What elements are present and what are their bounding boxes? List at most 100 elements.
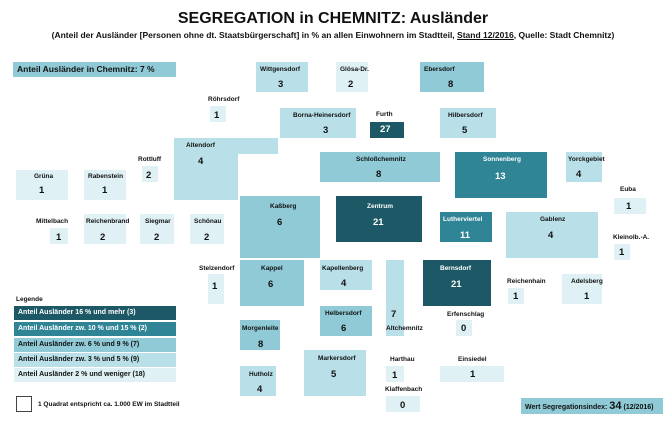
district-value-roehrsdorf: 1: [214, 110, 220, 121]
district-label-altchemnitz: Altchemnitz: [386, 325, 423, 332]
district-value-bernsdorf: 21: [451, 279, 462, 290]
district-label-einsiedel: Einsiedel: [458, 356, 487, 363]
district-roehrsdorf: [210, 106, 226, 122]
district-value-furth: 27: [380, 124, 391, 135]
district-wittgensdorf: [256, 62, 308, 92]
district-value-sonnenberg: 13: [495, 171, 506, 182]
legend-class-5: Anteil Ausländer 2 % und weniger (18): [14, 368, 176, 382]
district-reichenhain: [508, 288, 524, 304]
district-label-hutholz: Hutholz: [249, 371, 273, 378]
district-label-wittgensdorf: Wittgensdorf: [260, 66, 301, 73]
district-label-markersdorf: Markersdorf: [318, 355, 356, 362]
district-erfenschlag: [456, 320, 472, 336]
subtitle-part2: , Quelle: Stadt Chemnitz): [513, 30, 615, 40]
scale-note: 1 Quadrat entspricht ca. 1.000 EW im Sta…: [38, 401, 180, 408]
district-value-kapellenberg: 4: [341, 278, 347, 289]
page-title: SEGREGATION in CHEMNITZ: Ausländer: [177, 10, 489, 27]
district-value-hutholz: 4: [257, 384, 263, 395]
district-label-furth: Furth: [376, 111, 393, 118]
district-value-yorckgebiet: 4: [576, 169, 582, 180]
district-label-schoenau: Schönau: [194, 218, 222, 225]
district-label-lutherviertel: Lutherviertel: [443, 216, 483, 223]
district-label-stelzendorf: Stelzendorf: [199, 265, 235, 272]
district-kleinolbersdorf: [614, 244, 630, 260]
legend-class-2: Anteil Ausländer zw. 10 % und 15 % (2): [14, 322, 176, 336]
district-label-helbersdorf: Helbersdorf: [325, 310, 362, 317]
district-bernsdorf: [423, 260, 491, 306]
district-value-kappel: 6: [268, 279, 274, 290]
city-share-box: Anteil Ausländer in Chemnitz: 7 %: [13, 62, 176, 77]
index-date: (12/2016): [623, 404, 654, 411]
district-furth: [370, 122, 404, 138]
district-euba: [614, 198, 646, 214]
index-value: 34: [609, 400, 622, 412]
district-hilbersdorf: [440, 108, 496, 138]
index-label: Wert Segregationsindex:: [525, 404, 608, 411]
district-label-euba: Euba: [620, 186, 636, 193]
district-value-adelsberg: 1: [584, 291, 590, 302]
district-value-erfenschlag: 0: [461, 323, 467, 334]
district-reichenbrand: [84, 214, 126, 244]
district-rabenstein: [84, 170, 126, 200]
district-label-altendorf: Altendorf: [186, 142, 215, 149]
district-value-reichenbrand: 2: [100, 232, 106, 243]
district-value-borna-heinersdorf: 3: [323, 125, 329, 136]
district-label-reichenhain: Reichenhain: [507, 278, 546, 285]
district-label-gruena: Grüna: [34, 173, 54, 180]
subtitle: (Anteil der Ausländer [Personen ohne dt.…: [0, 30, 666, 40]
district-value-mittelbach: 1: [56, 232, 62, 243]
district-value-gloesa: 2: [348, 79, 354, 90]
district-label-kapellenberg: Kapellenberg: [322, 265, 364, 272]
district-label-kassberg: Kaßberg: [270, 203, 297, 210]
district-schoenau: [190, 214, 224, 244]
legend-class-1: Anteil Ausländer 16 % und mehr (3): [14, 306, 176, 320]
district-value-schlosschemnitz: 8: [376, 169, 382, 180]
district-label-reichenbrand: Reichenbrand: [86, 218, 130, 225]
district-ebersdorf: [420, 62, 484, 92]
district-gablenz: [506, 212, 598, 258]
district-zentrum: [336, 196, 422, 242]
district-lutherviertel: [440, 212, 492, 242]
district-label-ebersdorf: Ebersdorf: [424, 66, 455, 73]
legend-class-3: Anteil Ausländer zw. 6 % und 9 % (7): [14, 338, 176, 352]
subtitle-part1: (Anteil der Ausländer [Personen ohne dt.…: [51, 30, 455, 40]
district-kapellenberg: [320, 260, 372, 290]
district-label-klaffenbach: Klaffenbach: [385, 386, 423, 393]
district-einsiedel: [440, 366, 504, 382]
district-value-gruena: 1: [39, 185, 45, 196]
district-label-erfenschlag: Erfenschlag: [447, 311, 485, 318]
district-value-rottluff: 2: [146, 170, 152, 181]
district-kappel: [240, 260, 304, 306]
district-hutholz: [240, 366, 276, 396]
district-label-kappel: Kappel: [261, 265, 283, 272]
district-label-yorckgebiet: Yorckgebiet: [568, 156, 605, 163]
district-label-zentrum: Zentrum: [367, 203, 393, 210]
district-label-rabenstein: Rabenstein: [88, 173, 124, 180]
district-value-reichenhain: 1: [513, 291, 519, 302]
district-adelsberg: [562, 274, 602, 304]
district-stelzendorf: [208, 274, 224, 304]
district-altendorf: [174, 138, 238, 200]
district-yorckgebiet: [566, 152, 602, 182]
district-value-ebersdorf: 8: [448, 79, 454, 90]
legend-title: Legende: [16, 296, 43, 303]
district-altchemnitz: [386, 260, 404, 336]
district-value-altchemnitz: 7: [391, 309, 397, 320]
district-label-bernsdorf: Bernsdorf: [440, 265, 472, 272]
district-borna-heinersdorf: [280, 108, 356, 138]
district-value-lutherviertel: 11: [460, 230, 471, 241]
district-label-rottluff: Rottluff: [138, 156, 162, 163]
district-label-roehrsdorf: Röhrsdorf: [208, 96, 240, 103]
district-label-schlosschemnitz: Schloßchemnitz: [356, 156, 406, 163]
district-value-klaffenbach: 0: [400, 400, 406, 411]
district-klaffenbach: [386, 396, 420, 412]
district-rottluff: [142, 166, 158, 182]
district-value-helbersdorf: 6: [341, 323, 347, 334]
district-mittelbach: [50, 228, 68, 244]
district-label-morgenleite: Morgenleite: [242, 325, 279, 332]
district-value-zentrum: 21: [373, 217, 384, 228]
district-label-harthau: Harthau: [390, 356, 415, 363]
district-label-hilbersdorf: Hilbersdorf: [448, 112, 483, 119]
district-label-sonnenberg: Sonnenberg: [483, 156, 521, 163]
district-gruena: [16, 170, 68, 200]
